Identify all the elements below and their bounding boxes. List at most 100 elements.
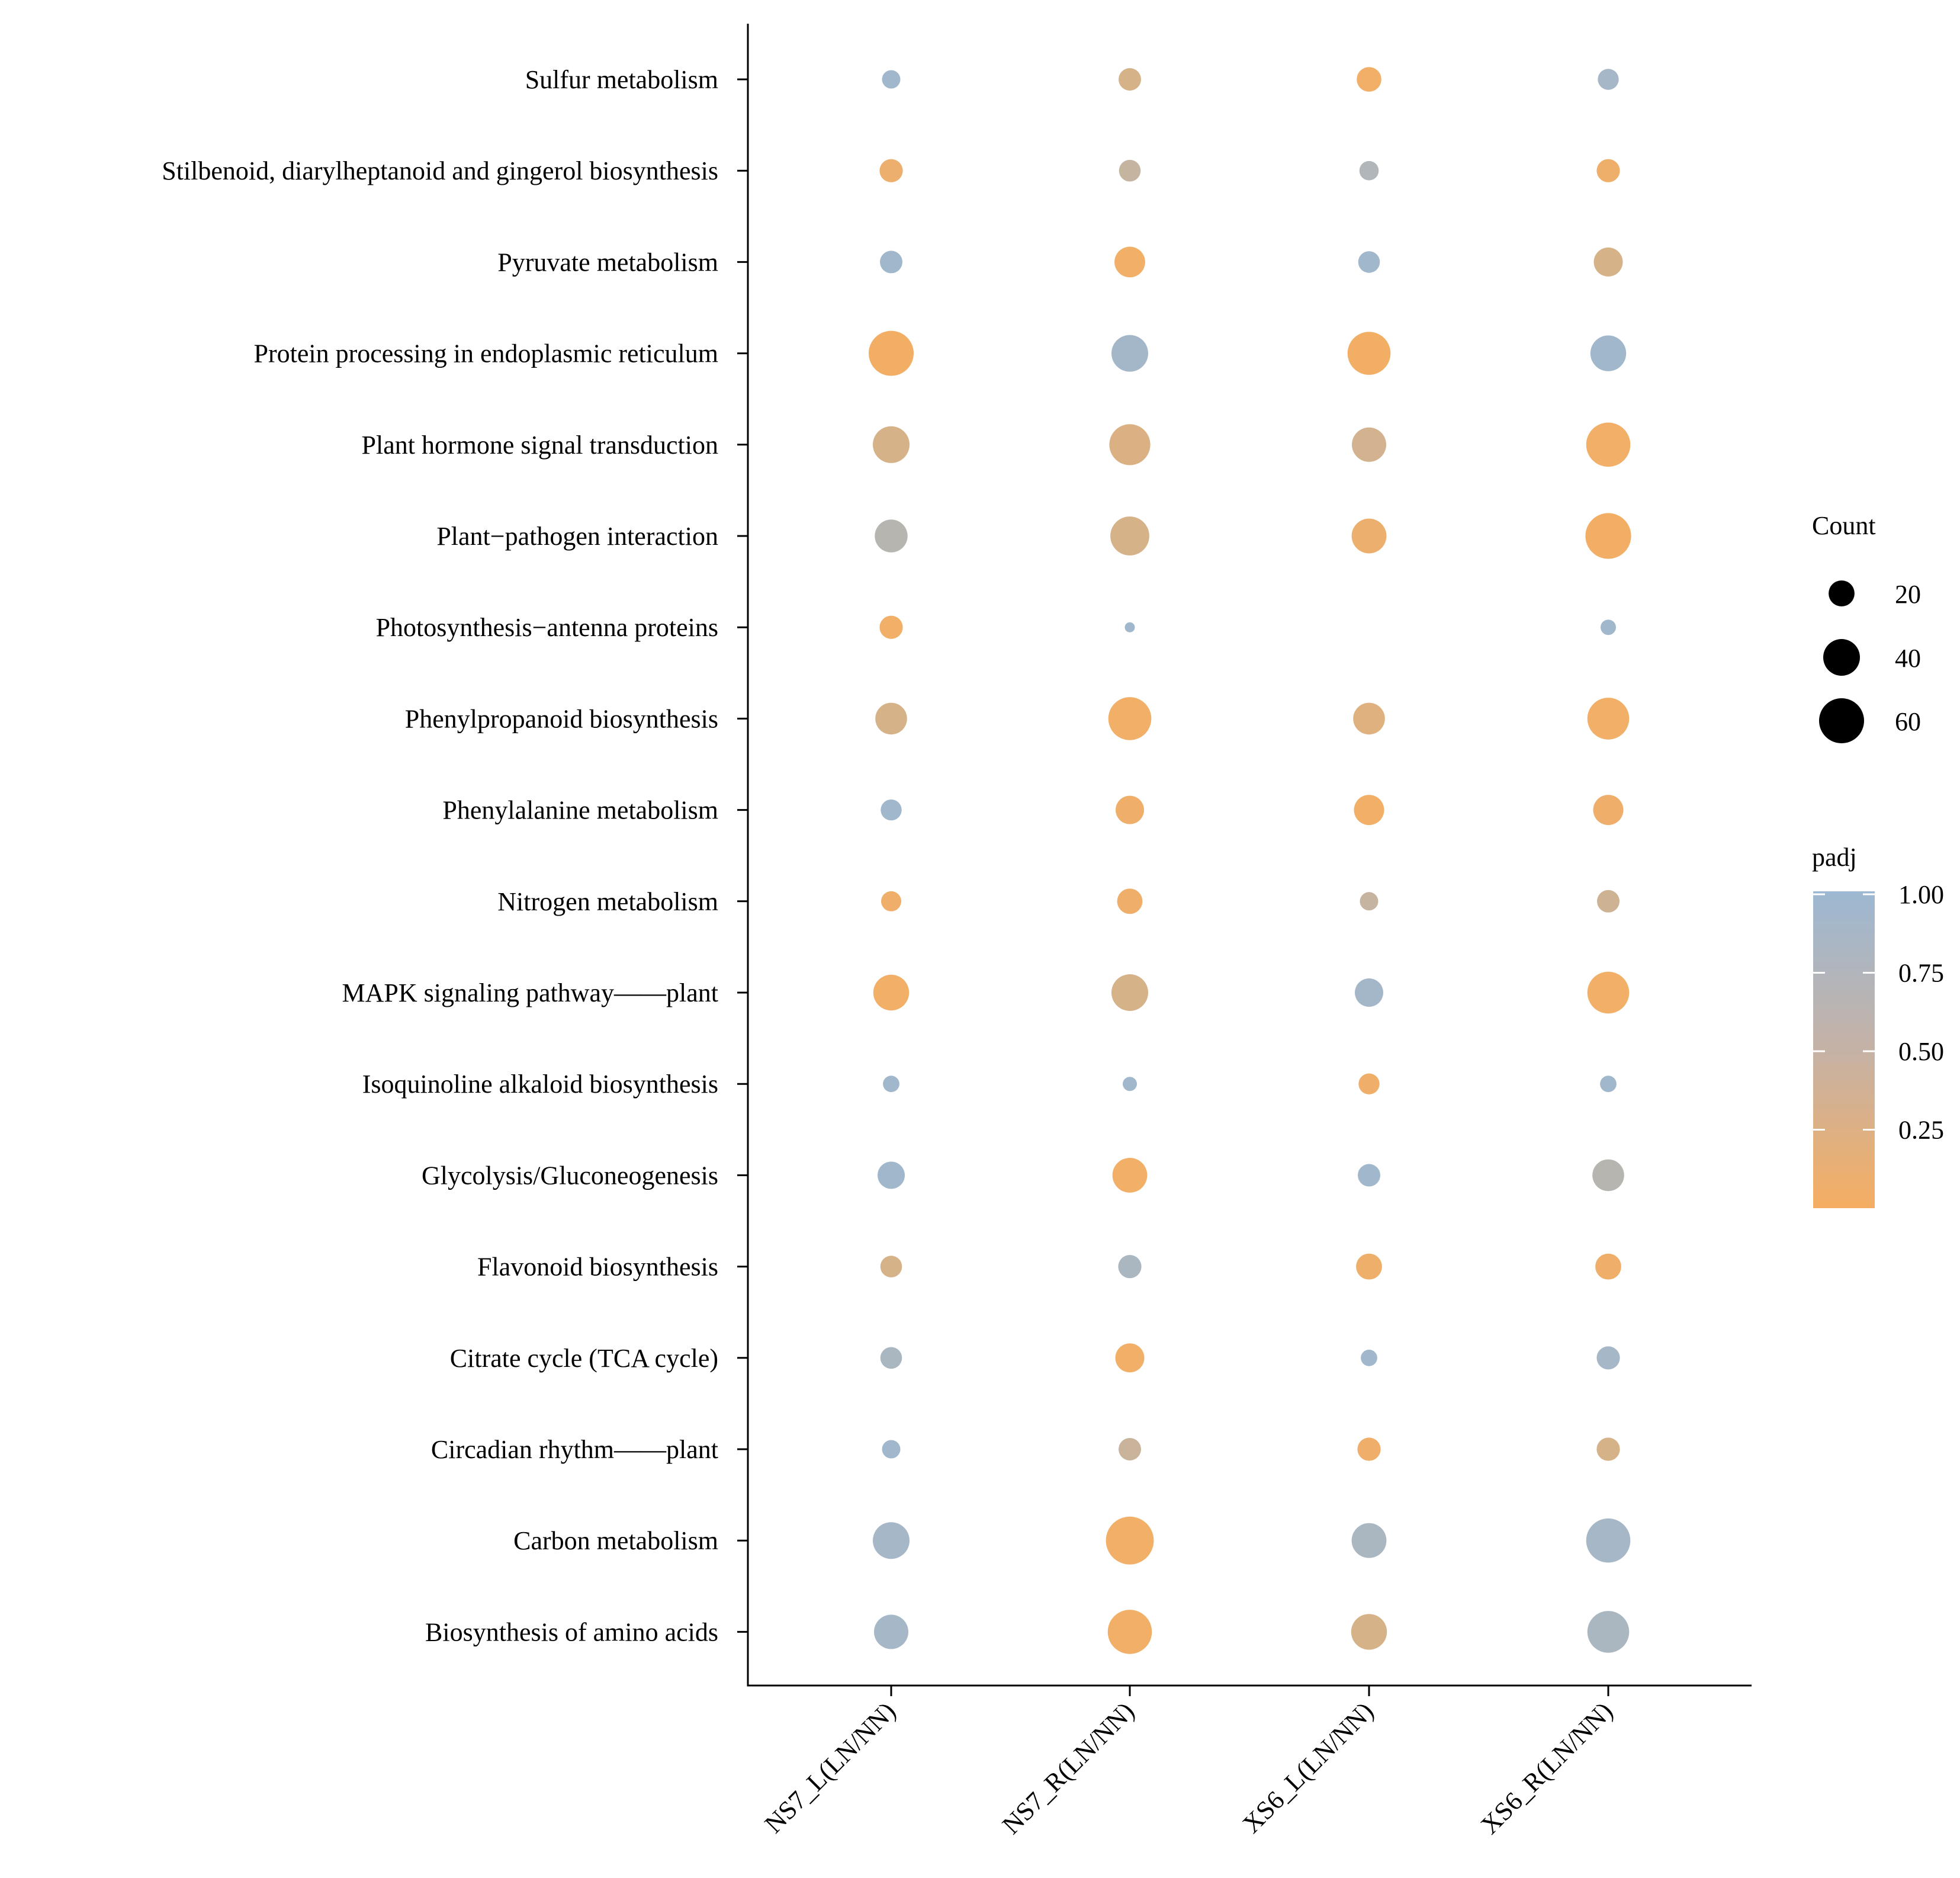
bubble-sulfur-metabolism-xs6-l-ln-nn [1357, 67, 1381, 92]
bubble-plant-hormone-signal-transduction-ns7-r-ln-nn [1109, 424, 1151, 466]
y-tick-label-biosynthesis-of-amino-acids: Biosynthesis of amino acids [425, 1617, 718, 1646]
y-tick-label-mapk-signaling-pathway-plant: MAPK signaling pathway——plant [342, 978, 718, 1007]
bubble-protein-processing-in-endoplasmic-reticulum-ns7-r-ln-nn [1111, 335, 1148, 372]
size-legend-label-20: 20 [1895, 580, 1921, 609]
bubbles [869, 67, 1631, 1654]
bubble-flavonoid-biosynthesis-xs6-r-ln-nn [1595, 1253, 1621, 1280]
bubble-circadian-rhythm-plant-ns7-r-ln-nn [1119, 1438, 1141, 1460]
bubble-sulfur-metabolism-xs6-r-ln-nn [1598, 69, 1619, 90]
bubble-plant-hormone-signal-transduction-xs6-r-ln-nn [1586, 422, 1631, 467]
x-tick-label-xs6-l-ln-nn: XS6_L(LN/NN) [1237, 1696, 1379, 1838]
color-legend-bar [1813, 891, 1875, 1208]
size-legend-label-60: 60 [1895, 707, 1921, 736]
bubble-nitrogen-metabolism-xs6-r-ln-nn [1597, 890, 1620, 913]
bubble-carbon-metabolism-xs6-l-ln-nn [1351, 1523, 1387, 1558]
y-tick-label-isoquinoline-alkaloid-biosynthesis: Isoquinoline alkaloid biosynthesis [362, 1070, 718, 1099]
bubble-phenylalanine-metabolism-ns7-l-ln-nn [881, 799, 902, 821]
bubble-protein-processing-in-endoplasmic-reticulum-xs6-l-ln-nn [1347, 332, 1391, 375]
bubble-plant-hormone-signal-transduction-ns7-l-ln-nn [873, 426, 910, 463]
bubble-citrate-cycle-tca-cycle-xs6-r-ln-nn [1596, 1346, 1620, 1370]
bubble-phenylpropanoid-biosynthesis-ns7-l-ln-nn [875, 702, 907, 735]
bubble-circadian-rhythm-plant-xs6-r-ln-nn [1596, 1437, 1620, 1461]
y-tick-label-stilbenoid-diarylheptanoid-and-gingerol-biosynthesis: Stilbenoid, diarylheptanoid and gingerol… [162, 156, 718, 185]
bubble-pyruvate-metabolism-xs6-r-ln-nn [1593, 247, 1623, 277]
bubble-flavonoid-biosynthesis-xs6-l-ln-nn [1356, 1253, 1382, 1280]
bubble-pyruvate-metabolism-ns7-r-ln-nn [1114, 246, 1145, 278]
bubble-sulfur-metabolism-ns7-r-ln-nn [1119, 68, 1141, 91]
color-legend-label-1-00: 1.00 [1898, 880, 1944, 909]
bubble-photosynthesis-antenna-proteins-ns7-l-ln-nn [879, 615, 903, 639]
bubble-circadian-rhythm-plant-xs6-l-ln-nn [1357, 1437, 1381, 1461]
bubble-citrate-cycle-tca-cycle-ns7-l-ln-nn [880, 1347, 902, 1369]
bubble-nitrogen-metabolism-xs6-l-ln-nn [1360, 892, 1379, 911]
y-tick-label-citrate-cycle-tca-cycle: Citrate cycle (TCA cycle) [450, 1344, 718, 1373]
bubble-stilbenoid-diarylheptanoid-and-gingerol-biosynthesis-ns7-l-ln-nn [879, 159, 903, 182]
bubble-stilbenoid-diarylheptanoid-and-gingerol-biosynthesis-xs6-l-ln-nn [1359, 160, 1379, 181]
y-tick-label-glycolysis-gluconeogenesis: Glycolysis/Gluconeogenesis [422, 1161, 718, 1190]
bubble-glycolysis-gluconeogenesis-xs6-l-ln-nn [1358, 1164, 1380, 1187]
color-legend-title: padj [1812, 843, 1857, 872]
bubble-glycolysis-gluconeogenesis-ns7-r-ln-nn [1112, 1158, 1148, 1193]
size-legend-key-20 [1829, 580, 1855, 606]
bubble-photosynthesis-antenna-proteins-ns7-r-ln-nn [1124, 622, 1135, 633]
bubble-stilbenoid-diarylheptanoid-and-gingerol-biosynthesis-xs6-r-ln-nn [1596, 159, 1620, 182]
y-tick-label-circadian-rhythm-plant: Circadian rhythm——plant [431, 1435, 718, 1464]
bubble-stilbenoid-diarylheptanoid-and-gingerol-biosynthesis-ns7-r-ln-nn [1119, 159, 1141, 182]
y-tick-label-plant-pathogen-interaction: Plant−pathogen interaction [436, 522, 718, 551]
x-tick-label-ns7-r-ln-nn: NS7_R(LN/NN) [997, 1696, 1140, 1840]
x-tick-label-ns7-l-ln-nn: NS7_L(LN/NN) [759, 1696, 901, 1838]
size-legend-key-40 [1823, 639, 1860, 676]
bubble-mapk-signaling-pathway-plant-xs6-l-ln-nn [1355, 978, 1383, 1007]
y-tick-label-pyruvate-metabolism: Pyruvate metabolism [497, 248, 718, 277]
y-tick-label-nitrogen-metabolism: Nitrogen metabolism [497, 887, 718, 916]
bubble-phenylalanine-metabolism-xs6-l-ln-nn [1354, 795, 1384, 826]
bubble-phenylpropanoid-biosynthesis-ns7-r-ln-nn [1108, 697, 1152, 740]
bubble-isoquinoline-alkaloid-biosynthesis-ns7-r-ln-nn [1123, 1077, 1137, 1092]
y-tick-label-phenylpropanoid-biosynthesis: Phenylpropanoid biosynthesis [405, 704, 718, 733]
bubble-biosynthesis-of-amino-acids-xs6-l-ln-nn [1351, 1614, 1387, 1650]
bubble-citrate-cycle-tca-cycle-ns7-r-ln-nn [1115, 1343, 1145, 1373]
bubble-protein-processing-in-endoplasmic-reticulum-xs6-r-ln-nn [1590, 335, 1627, 371]
bubble-phenylpropanoid-biosynthesis-xs6-r-ln-nn [1587, 698, 1630, 740]
size-legend-label-40: 40 [1895, 644, 1921, 673]
bubble-glycolysis-gluconeogenesis-ns7-l-ln-nn [878, 1161, 905, 1189]
bubble-isoquinoline-alkaloid-biosynthesis-xs6-l-ln-nn [1358, 1073, 1380, 1094]
bubble-plant-pathogen-interaction-xs6-l-ln-nn [1351, 518, 1387, 554]
bubble-citrate-cycle-tca-cycle-xs6-l-ln-nn [1361, 1349, 1377, 1366]
y-tick-label-carbon-metabolism: Carbon metabolism [513, 1526, 718, 1555]
plot-axes [747, 24, 1752, 1687]
bubble-nitrogen-metabolism-ns7-l-ln-nn [881, 891, 901, 911]
bubble-carbon-metabolism-ns7-r-ln-nn [1106, 1516, 1154, 1565]
x-ticks: NS7_L(LN/NN) NS7_R(LN/NN) XS6_L(LN/NN) XS6_… [759, 1686, 1618, 1840]
bubble-pyruvate-metabolism-xs6-l-ln-nn [1358, 251, 1380, 273]
color-legend: padj 1.00 0.75 0.50 0.25 [1812, 843, 1944, 1208]
bubble-phenylalanine-metabolism-ns7-r-ln-nn [1116, 795, 1144, 824]
color-legend-label-0-25: 0.25 [1898, 1116, 1944, 1145]
bubble-pyruvate-metabolism-ns7-l-ln-nn [880, 251, 902, 274]
bubble-protein-processing-in-endoplasmic-reticulum-ns7-l-ln-nn [869, 330, 914, 376]
y-tick-label-photosynthesis-antenna-proteins: Photosynthesis−antenna proteins [376, 613, 718, 642]
bubble-carbon-metabolism-ns7-l-ln-nn [873, 1522, 910, 1559]
bubble-mapk-signaling-pathway-plant-xs6-r-ln-nn [1587, 971, 1630, 1014]
bubble-phenylpropanoid-biosynthesis-xs6-l-ln-nn [1353, 702, 1385, 735]
size-legend: Count 20 40 60 [1812, 511, 1921, 743]
bubble-plant-pathogen-interaction-ns7-r-ln-nn [1110, 516, 1149, 556]
bubble-glycolysis-gluconeogenesis-xs6-r-ln-nn [1592, 1159, 1624, 1192]
bubble-nitrogen-metabolism-ns7-r-ln-nn [1117, 888, 1143, 914]
bubble-photosynthesis-antenna-proteins-xs6-r-ln-nn [1601, 619, 1616, 635]
bubble-flavonoid-biosynthesis-ns7-l-ln-nn [880, 1256, 902, 1277]
bubble-sulfur-metabolism-ns7-l-ln-nn [882, 70, 901, 89]
bubble-isoquinoline-alkaloid-biosynthesis-xs6-r-ln-nn [1600, 1076, 1617, 1093]
y-tick-label-protein-processing-in-endoplasmic-reticulum: Protein processing in endoplasmic reticu… [253, 339, 718, 368]
bubble-plant-pathogen-interaction-xs6-r-ln-nn [1585, 513, 1631, 559]
bubble-carbon-metabolism-xs6-r-ln-nn [1586, 1518, 1631, 1563]
bubble-isoquinoline-alkaloid-biosynthesis-ns7-l-ln-nn [883, 1076, 899, 1093]
y-tick-label-flavonoid-biosynthesis: Flavonoid biosynthesis [477, 1253, 718, 1282]
bubble-flavonoid-biosynthesis-ns7-r-ln-nn [1118, 1255, 1142, 1279]
y-tick-label-phenylalanine-metabolism: Phenylalanine metabolism [442, 796, 718, 825]
bubble-plant-pathogen-interaction-ns7-l-ln-nn [875, 519, 908, 553]
bubble-biosynthesis-of-amino-acids-ns7-l-ln-nn [874, 1614, 908, 1649]
color-legend-label-0-75: 0.75 [1898, 959, 1944, 988]
bubble-phenylalanine-metabolism-xs6-r-ln-nn [1593, 795, 1624, 826]
